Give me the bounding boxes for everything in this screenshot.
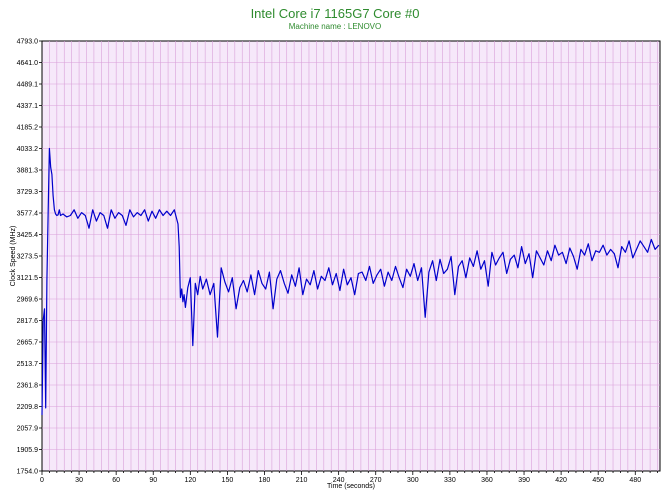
x-tick-label: 330 <box>444 477 456 484</box>
x-tick-label: 270 <box>370 477 382 484</box>
y-tick-label: 3729.3 <box>17 189 39 196</box>
y-tick-label: 2209.8 <box>17 404 39 411</box>
y-tick-label: 3121.5 <box>17 275 39 282</box>
x-tick-label: 210 <box>296 477 308 484</box>
y-tick-label: 4185.2 <box>17 125 39 132</box>
y-tick-label: 2513.7 <box>17 361 39 368</box>
y-tick-label: 4033.2 <box>17 146 39 153</box>
x-tick-label: 180 <box>259 477 271 484</box>
x-tick-label: 30 <box>75 477 83 484</box>
y-tick-label: 2969.6 <box>17 297 39 304</box>
x-tick-label: 480 <box>629 477 641 484</box>
x-tick-label: 450 <box>592 477 604 484</box>
y-tick-label: 3881.3 <box>17 168 39 175</box>
y-tick-label: 3425.4 <box>17 232 39 239</box>
x-tick-label: 300 <box>407 477 419 484</box>
y-tick-label: 1754.0 <box>17 469 39 476</box>
series-layer <box>41 147 660 416</box>
x-tick-label: 60 <box>112 477 120 484</box>
y-tick-label: 3273.5 <box>17 254 39 261</box>
grid-lines <box>42 41 660 471</box>
y-tick-label: 4793.0 <box>17 39 39 46</box>
y-tick-label: 4641.0 <box>17 60 39 67</box>
x-tick-label: 90 <box>149 477 157 484</box>
y-tick-label: 2665.7 <box>17 340 39 347</box>
y-tick-label: 1905.9 <box>17 447 39 454</box>
y-tick-label: 2817.6 <box>17 318 39 325</box>
x-axis-label: Time (seconds) <box>327 483 375 490</box>
y-axis-label: Clock Speed (MHz) <box>10 226 17 287</box>
x-tick-label: 240 <box>333 477 345 484</box>
series-line-0 <box>41 147 660 416</box>
y-tick-label: 2361.8 <box>17 383 39 390</box>
x-tick-label: 390 <box>518 477 530 484</box>
y-tick-label: 3577.4 <box>17 211 39 218</box>
x-tick-label: 120 <box>184 477 196 484</box>
chart-title: Intel Core i7 1165G7 Core #0 <box>250 6 420 21</box>
y-tick-label: 2057.9 <box>17 426 39 433</box>
x-tick-label: 150 <box>222 477 234 484</box>
x-tick-label: 420 <box>555 477 567 484</box>
axes: 1754.0 1905.9 2057.9 2209.8 2361.8 2513.7 2665… <box>17 39 658 484</box>
x-tick-label: 0 <box>40 477 44 484</box>
y-tick-label: 4337.1 <box>17 103 39 110</box>
chart-subtitle: Machine name : LENOVO <box>288 22 382 31</box>
y-tick-label: 4489.1 <box>17 82 39 89</box>
x-tick-label: 360 <box>481 477 493 484</box>
